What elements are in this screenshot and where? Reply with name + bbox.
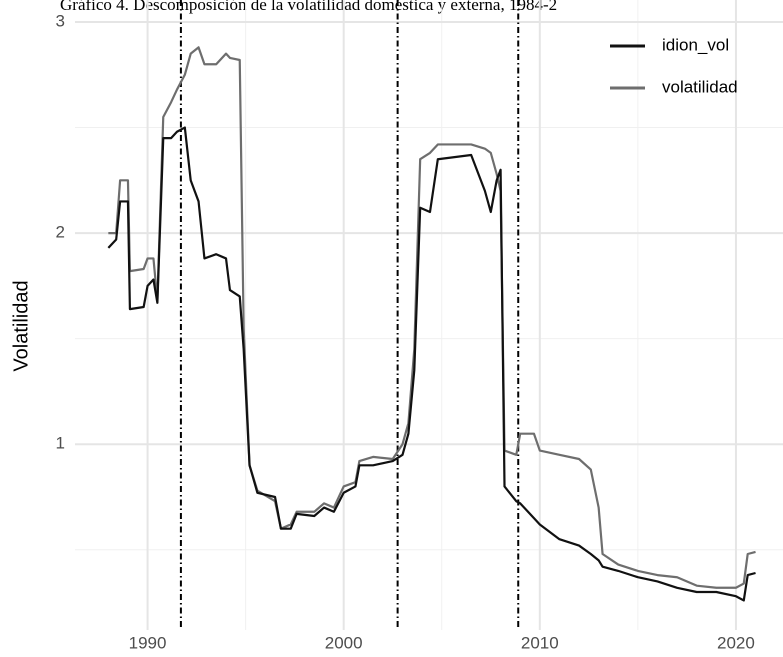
- x-tick-label: 2010: [521, 633, 559, 652]
- legend-label: idion_vol: [662, 35, 729, 54]
- y-tick-label: 3: [56, 11, 65, 30]
- y-tick-label: 1: [56, 434, 65, 453]
- chart-title: Gráfico 4. Descomposición de la volatili…: [60, 0, 557, 14]
- y-tick-label: 2: [56, 223, 65, 242]
- series-line: [107, 126, 756, 602]
- series-line: [108, 46, 756, 589]
- y-axis-label: Volatilidad: [10, 280, 32, 371]
- x-tick-label: 1990: [129, 633, 167, 652]
- legend-label: volatilidad: [662, 77, 738, 96]
- x-tick-label: 2000: [325, 633, 363, 652]
- x-tick-label: 2020: [717, 633, 755, 652]
